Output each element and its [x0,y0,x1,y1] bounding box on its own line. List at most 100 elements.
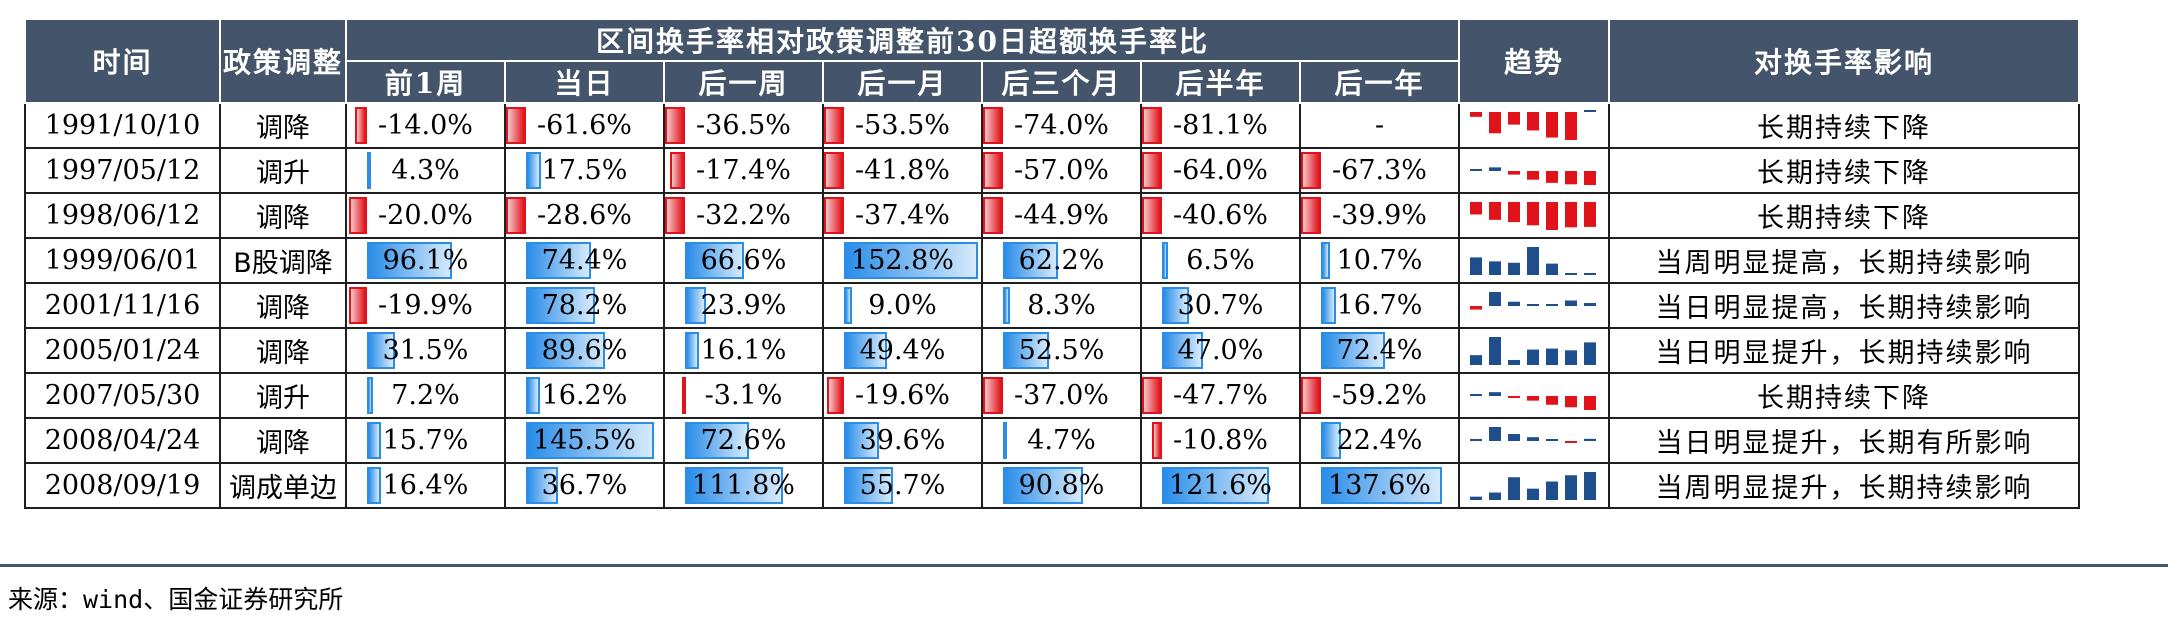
trend-cell [1458,462,1610,509]
sparkline-bar [1489,201,1501,220]
positive-databar [367,422,381,459]
positive-databar [367,377,374,414]
negative-databar [984,197,1003,234]
table-row: 1999/06/01 B股调降 96.1% 74.4% 66.6% 152.8% 62.2%… [24,237,2080,284]
value-label: 22.4% [1336,425,1423,456]
negative-databar [825,197,844,234]
footer-rule [0,564,2168,567]
value-cell: 52.5% [981,327,1142,374]
sparkline-bar [1584,272,1596,275]
value-cell: -64.0% [1140,147,1301,194]
value-cell: 39.6% [822,417,983,464]
value-cell: -20.0% [345,192,506,239]
value-label: 111.8% [692,470,795,501]
negative-databar [1143,107,1162,144]
value-label: -47.7% [1173,380,1268,411]
policy-cell: 调降 [219,102,347,149]
value-label: -10.8% [1173,425,1268,456]
value-label: 52.5% [1018,335,1105,366]
sparkline-bar [1508,359,1520,365]
positive-databar [685,242,744,279]
sparkline-bar [1470,496,1482,500]
sparkline-bar [1565,201,1577,227]
value-cell: -44.9% [981,192,1142,239]
value-label: 17.5% [541,155,628,186]
value-label: -37.0% [1014,380,1109,411]
trend-cell [1458,192,1610,239]
value-cell: -74.0% [981,102,1142,149]
trend-cell [1458,147,1610,194]
value-cell: -19.9% [345,282,506,329]
value-label: 55.7% [859,470,946,501]
policy-cell: 调降 [219,192,347,239]
value-label: 121.6% [1169,470,1272,501]
positive-databar [526,152,542,189]
value-cell: 89.6% [504,327,665,374]
value-cell: -67.3% [1299,147,1460,194]
value-label: 72.4% [1336,335,1423,366]
value-cell: 6.5% [1140,237,1301,284]
sparkline-bar [1489,391,1501,396]
positive-databar [685,467,784,504]
trend-cell [1458,327,1610,374]
date-cell: 2008/09/19 [24,462,221,509]
value-cell: -40.6% [1140,192,1301,239]
positive-databar [367,332,395,369]
value-label: 16.2% [541,380,628,411]
value-label: 10.7% [1336,245,1423,276]
value-label: -3.1% [704,380,783,411]
impact-cell: 当周明显提升，长期持续影响 [1608,462,2080,509]
sparkline-bar [1489,426,1501,441]
positive-databar [1321,422,1341,459]
value-cell: 16.2% [504,372,665,419]
trend-sparkline [1470,336,1596,365]
header-period-6: 后一年 [1299,60,1460,104]
value-cell: - [1299,102,1460,149]
impact-cell: 长期持续下降 [1608,372,2080,419]
value-cell: 15.7% [345,417,506,464]
header-period-3: 后一月 [822,60,983,104]
sparkline-bar [1489,166,1501,171]
trend-sparkline [1470,246,1596,275]
value-label: -64.0% [1173,155,1268,186]
value-cell: 78.2% [504,282,665,329]
value-cell: 8.3% [981,282,1142,329]
sparkline-bar [1508,395,1520,398]
value-cell: 90.8% [981,462,1142,509]
sparkline-bar [1565,272,1577,275]
date-cell: 1998/06/12 [24,192,221,239]
value-label: 152.8% [851,245,954,276]
sparkline-bar [1489,492,1501,500]
value-cell: 49.4% [822,327,983,374]
sparkline-bar [1584,302,1596,306]
value-cell: 9.0% [822,282,983,329]
impact-cell: 长期持续下降 [1608,102,2080,149]
turnover-table: 时间 政策调整 区间换手率相对政策调整前30日超额换手率比 趋势 对换手率影响 … [24,18,2080,509]
policy-cell: 调升 [219,372,347,419]
value-cell: -19.6% [822,372,983,419]
value-label: 31.5% [382,335,469,366]
negative-databar [349,287,367,324]
positive-databar [1321,287,1336,324]
negative-databar [825,107,844,144]
table-row: 1991/10/10 调降 -14.0% -61.6% -36.5% -53.5% -74.… [24,102,2080,149]
value-cell: 55.7% [822,462,983,509]
header-period-0: 前1周 [345,60,506,104]
value-label: -81.1% [1173,110,1268,141]
trend-cell [1458,417,1610,464]
sparkline-bar [1565,170,1577,184]
negative-databar [1143,377,1162,414]
sparkline-bar [1470,354,1482,365]
negative-databar [984,152,1003,189]
value-cell: 17.5% [504,147,665,194]
value-cell: 152.8% [822,237,983,284]
value-label: -17.4% [696,155,791,186]
sparkline-bar [1489,111,1501,133]
trend-sparkline [1470,109,1596,140]
value-cell: 137.6% [1299,462,1460,509]
value-label: 47.0% [1177,335,1264,366]
table-row: 2001/11/16 调降 -19.9% 78.2% 23.9% 9.0% 8.3% 30.7… [24,282,2080,329]
value-label: -39.9% [1332,200,1427,231]
header-group: 区间换手率相对政策调整前30日超额换手率比 [345,18,1460,62]
sparkline-bar [1470,438,1482,441]
